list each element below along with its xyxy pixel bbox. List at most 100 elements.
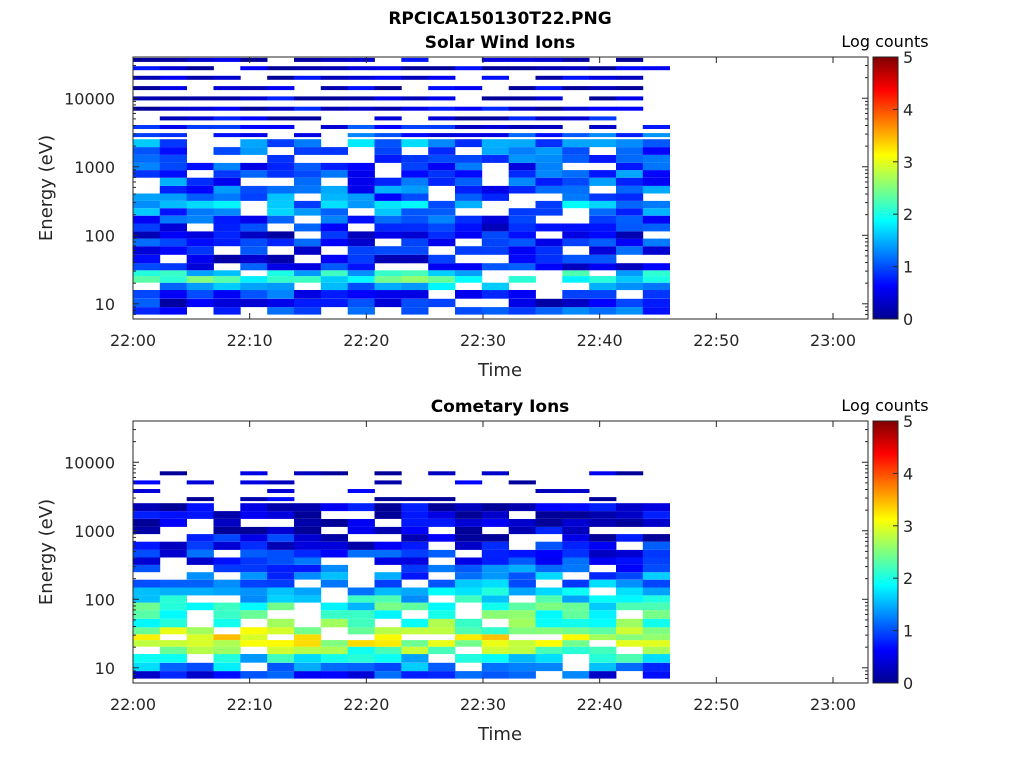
heatmap-cell bbox=[240, 116, 268, 121]
heatmap-cell bbox=[535, 139, 563, 148]
heatmap-cell bbox=[159, 290, 187, 299]
heatmap-cell bbox=[159, 246, 187, 255]
heatmap-cell bbox=[642, 671, 670, 679]
heatmap-cell bbox=[401, 139, 429, 148]
heatmap-cell bbox=[320, 541, 348, 550]
heatmap-cell bbox=[320, 75, 348, 80]
heatmap-cell bbox=[428, 96, 456, 101]
heatmap-cell bbox=[589, 579, 617, 588]
heatmap-cell bbox=[186, 587, 214, 596]
heatmap-cell bbox=[159, 193, 187, 201]
heatmap-cell bbox=[589, 116, 617, 121]
heatmap-cell bbox=[267, 208, 295, 216]
heatmap-cell bbox=[213, 511, 241, 519]
heatmap-cell bbox=[347, 290, 375, 299]
heatmap-cell bbox=[481, 282, 509, 291]
heatmap-cell bbox=[589, 215, 617, 224]
heatmap-cell bbox=[455, 66, 483, 71]
heatmap-cell bbox=[428, 640, 456, 647]
heatmap-cell bbox=[589, 572, 617, 580]
heatmap-cell bbox=[320, 671, 348, 679]
heatmap-cell bbox=[267, 254, 295, 264]
heatmap-cell bbox=[535, 185, 563, 194]
heatmap-cell bbox=[508, 208, 536, 216]
heatmap-cell bbox=[535, 246, 563, 255]
heatmap-cell bbox=[294, 139, 322, 148]
x-tick-label: 22:30 bbox=[460, 695, 506, 714]
heatmap-cell bbox=[240, 170, 268, 178]
heatmap-cell bbox=[294, 471, 322, 476]
heatmap-cell bbox=[294, 185, 322, 194]
heatmap-cell bbox=[133, 139, 161, 148]
heatmap-cell bbox=[159, 579, 187, 588]
heatmap-cell bbox=[159, 162, 187, 171]
heatmap-cell bbox=[401, 66, 429, 71]
heatmap-cell bbox=[428, 602, 456, 611]
heatmap-cell bbox=[320, 96, 348, 101]
heatmap-cell bbox=[616, 57, 644, 62]
heatmap-cell bbox=[186, 263, 214, 271]
heatmap-cell bbox=[455, 307, 483, 315]
heatmap-cell bbox=[267, 96, 295, 101]
y-axis-label: Energy (eV) bbox=[36, 499, 57, 605]
heatmap-cell bbox=[240, 86, 268, 91]
heatmap-cell bbox=[320, 57, 348, 62]
heatmap-cell bbox=[535, 595, 563, 603]
heatmap-cell bbox=[428, 282, 456, 291]
heatmap-cell bbox=[294, 238, 322, 247]
heatmap-cell bbox=[455, 480, 483, 485]
heatmap-cell bbox=[508, 503, 536, 512]
heatmap-cell bbox=[401, 246, 429, 255]
heatmap-cell bbox=[320, 646, 348, 655]
heatmap-cell bbox=[589, 106, 617, 111]
heatmap-cell bbox=[133, 587, 161, 596]
heatmap-cell bbox=[374, 541, 402, 550]
heatmap-cell bbox=[213, 254, 241, 264]
heatmap-cell bbox=[374, 549, 402, 558]
heatmap-cell bbox=[589, 549, 617, 558]
heatmap-cell bbox=[347, 231, 375, 239]
heatmap-cell bbox=[186, 185, 214, 194]
heatmap-cell bbox=[294, 270, 322, 277]
heatmap-cell bbox=[347, 96, 375, 101]
heatmap-cell bbox=[455, 263, 483, 271]
heatmap-cell bbox=[481, 646, 509, 655]
heatmap-cell bbox=[267, 307, 295, 315]
heatmap-cell bbox=[428, 75, 456, 80]
heatmap-cell bbox=[589, 155, 617, 163]
heatmap-cell bbox=[294, 595, 322, 603]
heatmap-cell bbox=[455, 106, 483, 111]
heatmap-cell bbox=[267, 162, 295, 171]
panel-solar-wind: Solar Wind Ions Log counts 22:00 22:10 22:… bbox=[36, 32, 929, 381]
heatmap-cell bbox=[535, 238, 563, 247]
heatmap-cell bbox=[616, 307, 644, 315]
heatmap-cell bbox=[320, 662, 348, 672]
heatmap-cell bbox=[213, 290, 241, 299]
x-tick-label: 22:10 bbox=[227, 331, 273, 350]
heatmap-cell bbox=[401, 75, 429, 80]
colorbar-tick-label: 3 bbox=[903, 517, 913, 536]
heatmap-cell bbox=[589, 282, 617, 291]
heatmap-cell bbox=[508, 238, 536, 247]
y-tick-label: 10000 bbox=[64, 89, 115, 108]
heatmap-cell bbox=[535, 57, 563, 62]
heatmap-cell bbox=[428, 564, 456, 573]
heatmap-cell bbox=[535, 587, 563, 596]
heatmap-cell bbox=[213, 133, 241, 138]
heatmap-cell bbox=[642, 595, 670, 603]
x-tick-label: 22:10 bbox=[227, 695, 273, 714]
heatmap-cell bbox=[374, 526, 402, 535]
heatmap-cell bbox=[428, 298, 456, 308]
heatmap-cell bbox=[481, 579, 509, 588]
heatmap-cell bbox=[213, 185, 241, 194]
heatmap-cell bbox=[294, 263, 322, 271]
heatmap-cell bbox=[401, 290, 429, 299]
heatmap-cell bbox=[294, 671, 322, 679]
heatmap-cell bbox=[401, 511, 429, 519]
heatmap-cell bbox=[186, 640, 214, 647]
heatmap-cell bbox=[374, 557, 402, 565]
heatmap-cell bbox=[508, 223, 536, 232]
heatmap-cell bbox=[589, 503, 617, 512]
heatmap-cell bbox=[186, 662, 214, 672]
heatmap-cell bbox=[240, 96, 268, 101]
